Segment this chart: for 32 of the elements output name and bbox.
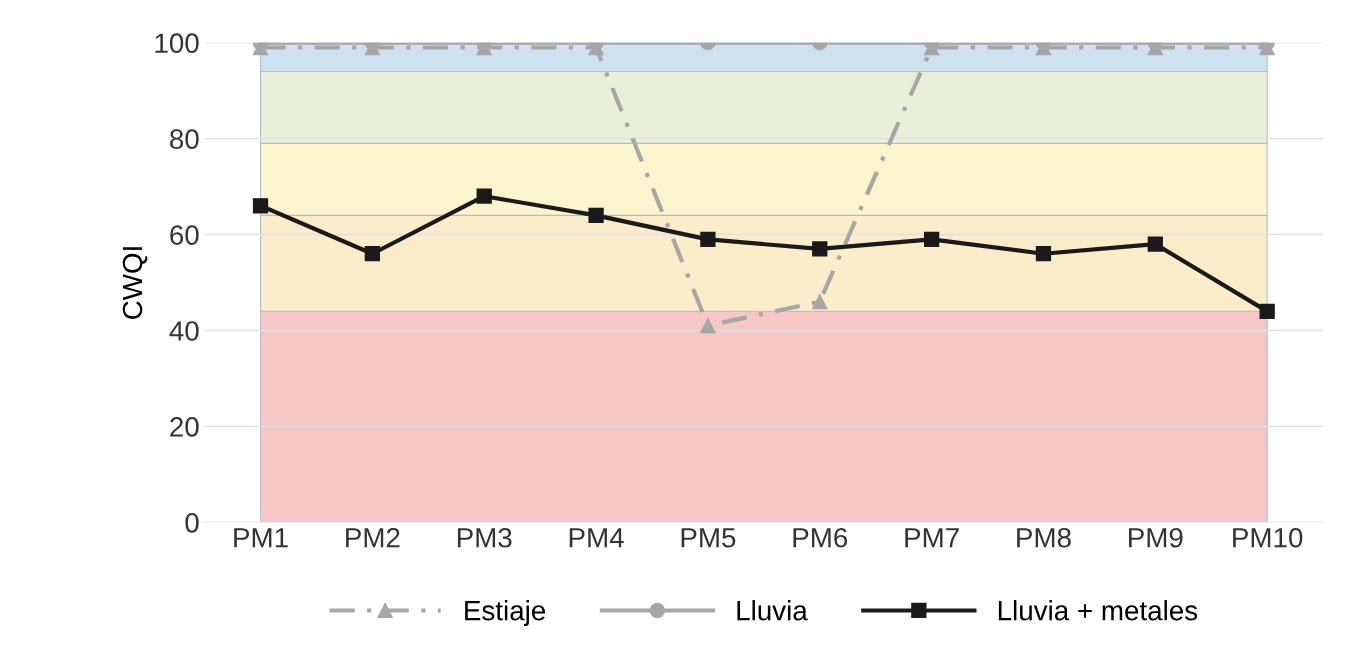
x-tick-label: PM3	[457, 527, 512, 548]
point	[588, 207, 604, 224]
y-tick-label: 20	[170, 417, 199, 437]
point	[476, 188, 492, 204]
x-tick-label: PM9	[1129, 527, 1183, 548]
point	[364, 246, 381, 262]
y-axis-title: CWQI	[122, 247, 148, 319]
point	[1035, 246, 1052, 262]
x-tick-label: PM6	[793, 527, 848, 548]
x-tick-label: PM5	[681, 528, 736, 548]
y-tick-label: 80	[170, 129, 199, 149]
x-tick-label: PM7	[905, 528, 959, 548]
legend-label: Estiaje	[465, 600, 546, 626]
point	[812, 241, 828, 257]
y-tick-label: 0	[185, 512, 199, 533]
point	[812, 294, 828, 310]
x-tick-label: PM1	[234, 528, 288, 548]
point	[923, 231, 940, 247]
point	[252, 198, 269, 214]
y-tick-label: 40	[169, 321, 199, 341]
legend-label: Lluvia + metales	[998, 600, 1198, 621]
x-tick-label: PM2	[346, 527, 400, 548]
point	[700, 231, 716, 247]
point	[700, 318, 716, 334]
x-tick-label: PM10	[1233, 527, 1303, 548]
y-tick-label: 60	[170, 225, 199, 245]
x-tick-label: PM4	[569, 528, 624, 548]
point	[1147, 236, 1163, 252]
x-tick-label: PM8	[1017, 527, 1071, 548]
point	[1259, 303, 1275, 319]
y-tick-label: 100	[155, 33, 199, 54]
legend-label: Lluvia	[737, 600, 808, 621]
